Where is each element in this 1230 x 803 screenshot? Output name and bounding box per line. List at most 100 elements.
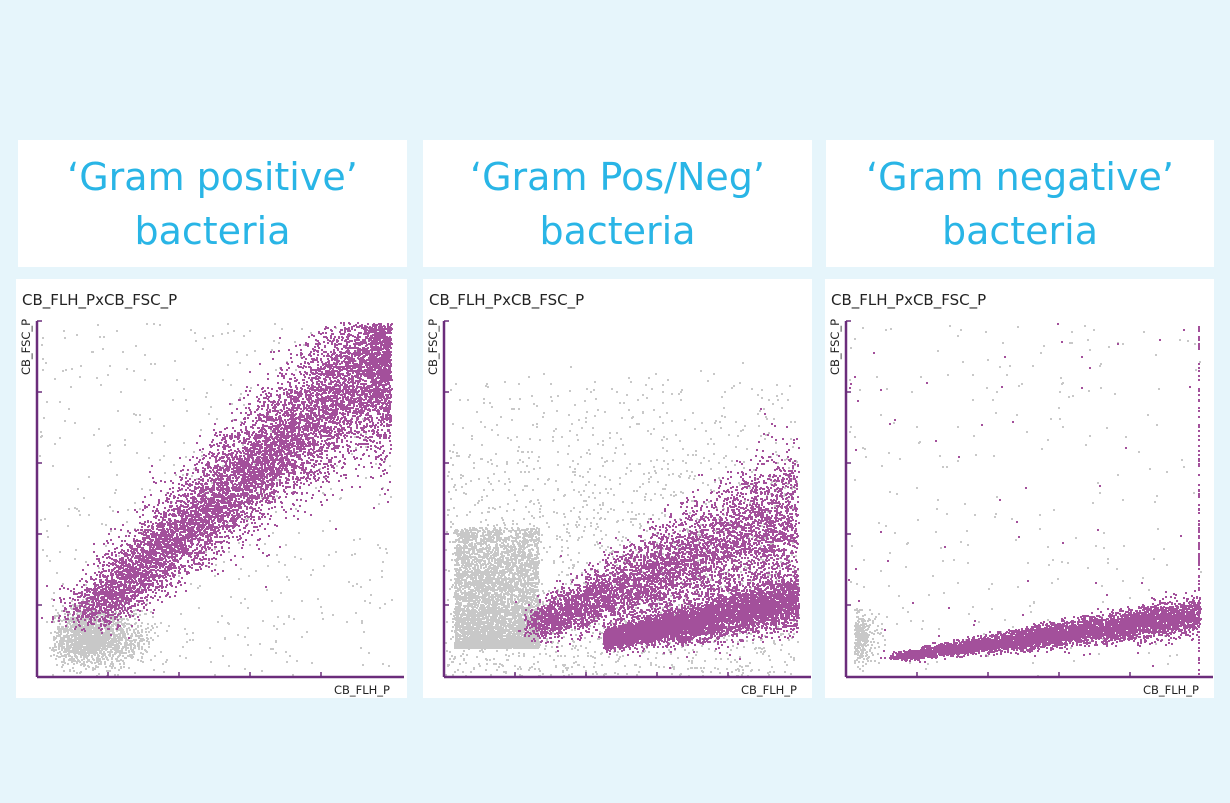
ungated-point (42, 549, 44, 551)
ungated-point (124, 633, 126, 635)
ungated-point (138, 648, 140, 650)
gated-point (303, 401, 305, 403)
ungated-point (114, 644, 116, 646)
gated-point (207, 543, 209, 545)
gated-point (226, 541, 228, 543)
gated-point (105, 570, 107, 572)
ungated-point (240, 602, 242, 604)
gated-point (327, 364, 329, 366)
ungated-point (65, 656, 67, 658)
ungated-point (116, 635, 118, 637)
ungated-point (100, 384, 102, 386)
ungated-point (124, 439, 126, 441)
gated-point (215, 533, 217, 535)
gated-point (240, 537, 242, 539)
ungated-point (95, 651, 97, 653)
ungated-point (80, 365, 82, 367)
ungated-point (301, 328, 303, 330)
ungated-point (163, 671, 165, 673)
gated-point (296, 446, 298, 448)
ungated-point (54, 646, 56, 648)
gated-point (276, 441, 278, 443)
ungated-point (370, 594, 372, 596)
ungated-point (184, 628, 186, 630)
gated-point (139, 522, 141, 524)
ungated-point (264, 543, 266, 545)
ungated-point (63, 635, 65, 637)
gated-point (317, 364, 319, 366)
ungated-point (93, 642, 95, 644)
ungated-point (202, 348, 204, 350)
ungated-point (259, 643, 261, 645)
gated-point (268, 535, 270, 537)
gated-point (360, 446, 362, 448)
ungated-point (270, 430, 272, 432)
ungated-point (70, 386, 72, 388)
ungated-point (283, 623, 285, 625)
ungated-point (55, 637, 57, 639)
gated-point (158, 548, 160, 550)
ungated-point (214, 575, 216, 577)
ungated-point (76, 605, 78, 607)
gated-point (353, 450, 355, 452)
ungated-point (182, 474, 184, 476)
ungated-point (96, 629, 98, 631)
ungated-point (198, 607, 200, 609)
gated-point (117, 565, 119, 567)
ungated-point (72, 643, 74, 645)
gated-point (243, 521, 245, 523)
gated-point (257, 384, 259, 386)
ungated-point (222, 379, 224, 381)
ungated-point (112, 510, 114, 512)
gated-point (272, 498, 274, 500)
ungated-point (106, 648, 108, 650)
ungated-point (93, 434, 95, 436)
ungated-point (71, 608, 73, 610)
ungated-point (239, 397, 241, 399)
ungated-point (70, 646, 72, 648)
gated-point (309, 374, 311, 376)
ungated-point (185, 456, 187, 458)
ungated-point (61, 610, 63, 612)
ungated-point (118, 669, 120, 671)
gated-point (361, 353, 363, 355)
gated-point (267, 486, 269, 488)
ungated-point (106, 638, 108, 640)
ungated-point (379, 547, 381, 549)
gated-point (340, 333, 342, 335)
ungated-point (52, 465, 54, 467)
gated-point (174, 472, 176, 474)
gated-point (358, 431, 360, 433)
ungated-point (295, 508, 297, 510)
ungated-point (92, 658, 94, 660)
ungated-point (365, 446, 367, 448)
gated-point (339, 406, 341, 408)
ungated-point (149, 418, 151, 420)
gated-point (154, 595, 156, 597)
ungated-point (79, 630, 81, 632)
ungated-point (238, 578, 240, 580)
ungated-point (212, 335, 214, 337)
gated-point (232, 520, 234, 522)
ungated-point (128, 651, 130, 653)
ungated-point (70, 644, 72, 646)
ungated-point (124, 622, 126, 624)
gated-point (116, 582, 118, 584)
gated-point (192, 456, 194, 458)
ungated-point (114, 492, 116, 494)
gated-point (75, 607, 77, 609)
ungated-point (140, 660, 142, 662)
gated-point (105, 585, 107, 587)
ungated-point (49, 560, 51, 562)
ungated-point (247, 627, 249, 629)
ungated-point (117, 410, 119, 412)
ungated-point (118, 660, 120, 662)
gated-point (313, 353, 315, 355)
ungated-point (231, 403, 233, 405)
ungated-point (199, 585, 201, 587)
ungated-point (80, 656, 82, 658)
ungated-point (110, 646, 112, 648)
gated-point (285, 435, 287, 437)
ungated-point (141, 622, 143, 624)
gated-point (206, 463, 208, 465)
